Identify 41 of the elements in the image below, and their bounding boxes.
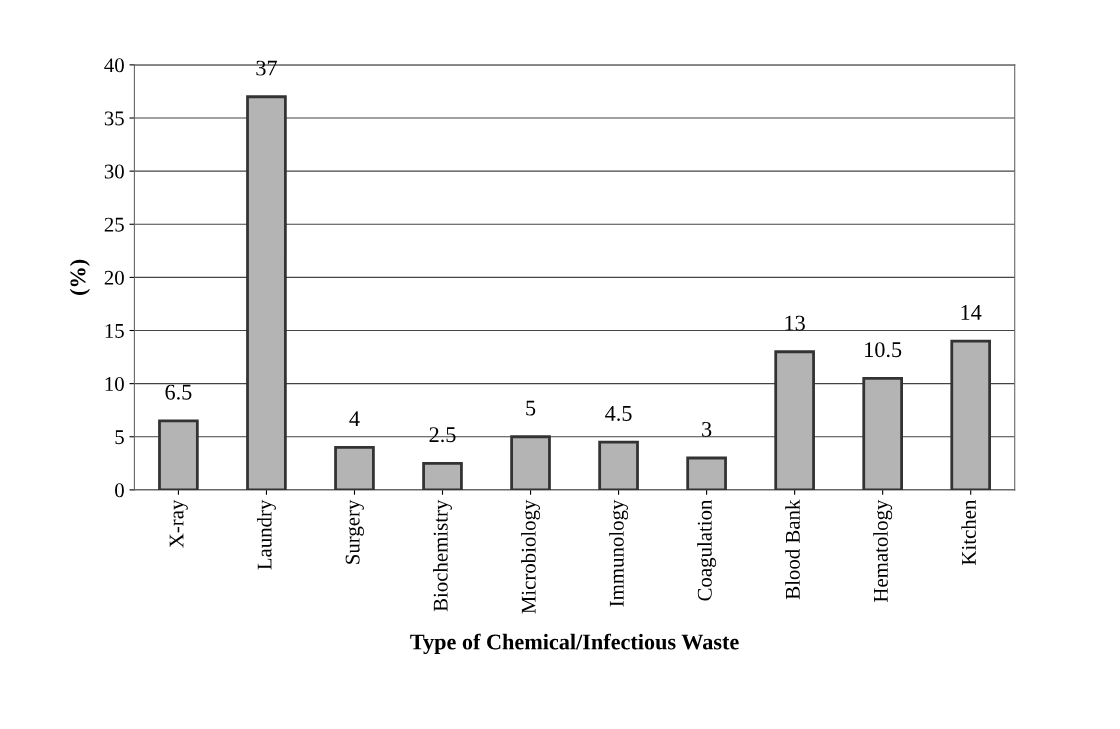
y-tick-label: 35	[104, 111, 124, 126]
data-label: 4.5	[605, 406, 632, 421]
x-tick-label: Surgery	[345, 499, 364, 564]
bar	[246, 95, 287, 490]
bar	[510, 435, 551, 490]
x-tick-label: X-ray	[169, 499, 188, 548]
data-label: 4	[349, 411, 360, 426]
data-label: 2.5	[429, 427, 456, 443]
y-tick-label: 10	[105, 377, 124, 392]
y-tick-label: 15	[105, 323, 124, 338]
x-tick-label: Laundry	[256, 499, 276, 570]
bar	[598, 440, 639, 490]
bar	[158, 419, 199, 490]
bar	[950, 339, 992, 490]
y-tick-label: 20	[104, 270, 124, 285]
x-tick-label: Biochemistry	[433, 499, 452, 612]
bar	[774, 350, 815, 490]
y-tick-label: 30	[104, 164, 124, 179]
data-label: 13	[785, 315, 805, 331]
y-tick-label: 5	[115, 430, 124, 445]
bar	[686, 456, 727, 490]
data-label: 10.5	[865, 342, 902, 358]
data-label: 3	[702, 421, 712, 437]
bar	[422, 461, 463, 490]
x-tick-label: Blood Bank	[785, 499, 800, 600]
x-tick-label: Kitchen	[961, 499, 976, 565]
y-tick-label: 0	[115, 483, 124, 498]
x-tick-label: Hematology	[873, 499, 893, 602]
x-tick-label: Microbiology	[521, 499, 541, 614]
data-label: 14	[961, 305, 982, 320]
y-tick-label: 25	[104, 217, 124, 232]
y-axis-title: (%)	[69, 259, 90, 295]
data-label: 6.5	[165, 384, 192, 400]
y-tick-label: 40	[104, 58, 124, 73]
bar	[862, 376, 903, 490]
x-tick-label: Immunology	[609, 499, 629, 607]
data-label: 5	[526, 400, 536, 416]
data-label: 37	[256, 60, 277, 76]
x-axis-title: Type of Chemical/Infectious Waste	[410, 633, 739, 655]
x-tick-label: Coagulation	[697, 499, 717, 601]
bar	[334, 446, 375, 490]
